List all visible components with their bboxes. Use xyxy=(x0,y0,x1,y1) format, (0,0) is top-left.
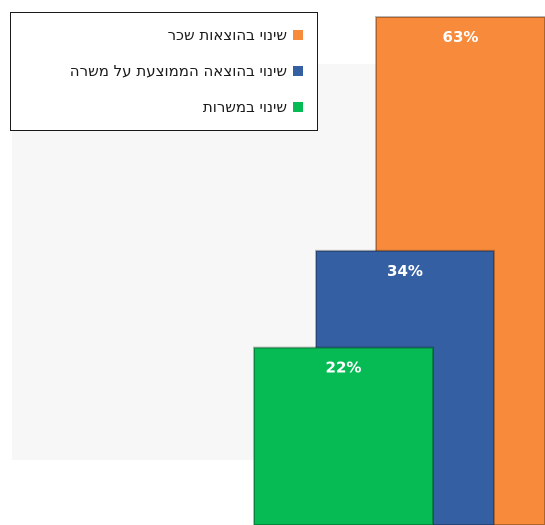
legend-item-average-expense-per-position: שינוי בהוצאה הממוצעת על משרה xyxy=(11,59,303,82)
bar-label-average-expense-per-position: 34% xyxy=(387,262,423,280)
legend-item-positions: שינוי במשרות xyxy=(11,95,303,118)
legend-label: שינוי במשרות xyxy=(202,97,287,116)
legend-item-salary-expenses: שינוי בהוצאות שכר xyxy=(11,23,303,46)
legend: שינוי בהוצאות שכר שינוי בהוצאה הממוצעת ע… xyxy=(10,12,318,131)
legend-label: שינוי בהוצאה הממוצעת על משרה xyxy=(69,61,287,80)
legend-label: שינוי בהוצאות שכר xyxy=(167,25,287,44)
legend-swatch xyxy=(293,29,303,40)
bar-label-positions: 22% xyxy=(326,359,362,377)
legend-swatch xyxy=(293,65,303,76)
bar-positions xyxy=(253,346,434,525)
bar-label-salary-expenses: 63% xyxy=(443,28,479,46)
legend-swatch xyxy=(293,101,303,112)
